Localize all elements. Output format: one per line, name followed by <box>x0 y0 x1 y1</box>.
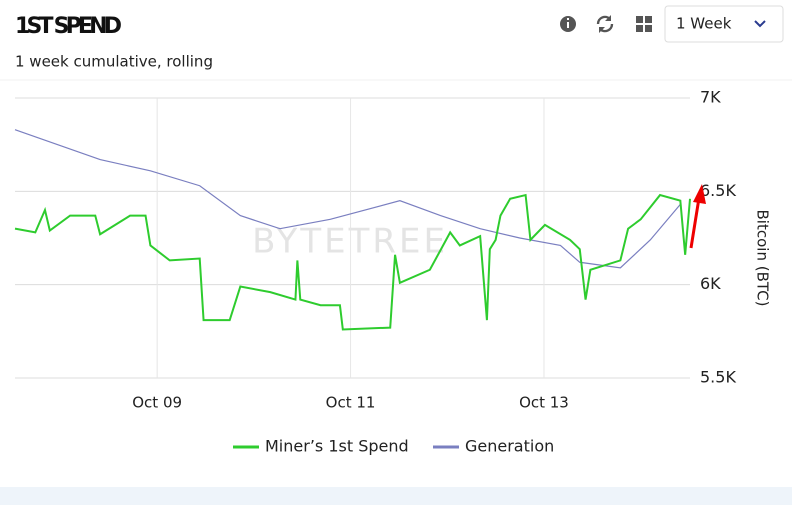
annotation-arrowhead <box>693 184 706 204</box>
refresh-icon[interactable] <box>596 15 614 33</box>
watermark: BYTETREE <box>252 222 448 262</box>
period-label: 1 Week <box>676 15 732 33</box>
y-tick-label: 6K <box>700 274 721 293</box>
info-icon[interactable] <box>560 16 576 32</box>
grid-icon[interactable] <box>636 16 652 32</box>
y-tick-label: 7K <box>700 88 721 107</box>
series-line <box>14 129 681 269</box>
subtitle: 1 week cumulative, rolling <box>15 53 213 71</box>
series-line <box>14 193 691 331</box>
footer-strip <box>0 487 792 505</box>
y-tick-label: 6.5K <box>700 181 736 200</box>
annotation-arrow <box>689 197 701 249</box>
legend-label: Generation <box>465 437 554 456</box>
y-axis-label: Bitcoin (BTC) <box>754 210 772 307</box>
x-tick-label: Oct 11 <box>326 394 376 412</box>
y-tick-label: 5.5K <box>700 368 736 387</box>
x-tick-label: Oct 13 <box>519 394 569 412</box>
x-tick-label: Oct 09 <box>132 394 182 412</box>
period-dropdown[interactable]: 1 Week <box>664 5 784 43</box>
title: 1ST SPEND <box>15 14 122 39</box>
legend-label: Miner’s 1st Spend <box>265 437 409 456</box>
